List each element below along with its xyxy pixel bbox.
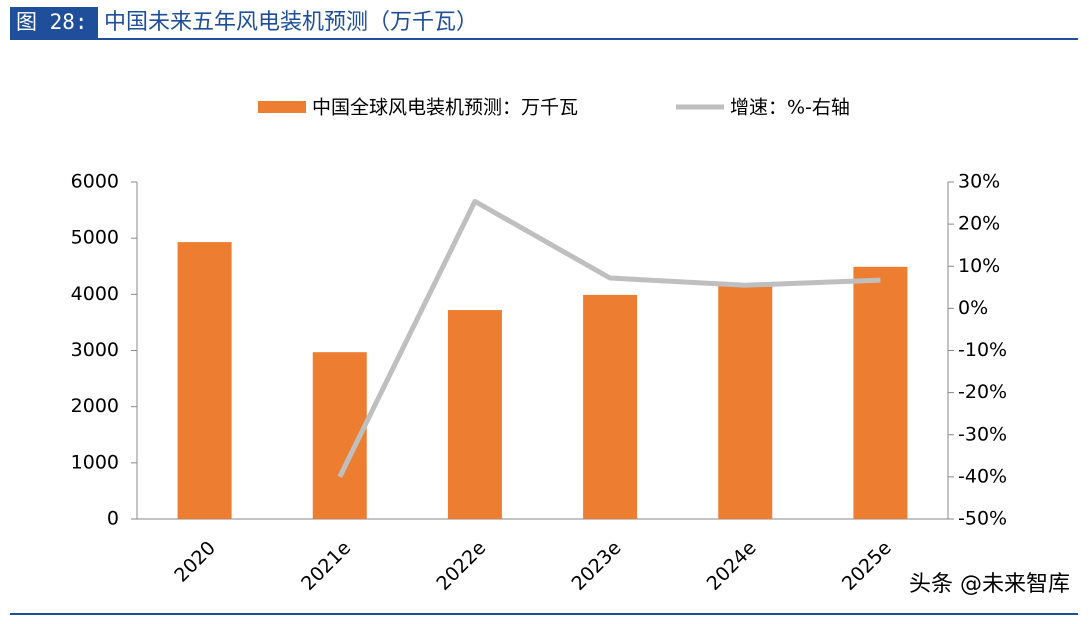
x-tick-label: 2021e xyxy=(297,537,355,595)
y-tick-label: 4000 xyxy=(71,283,119,305)
bar xyxy=(447,310,502,519)
y-tick-label: 6000 xyxy=(71,171,119,193)
y2-tick-label: 0% xyxy=(958,297,988,319)
x-tick-label: 2025e xyxy=(838,537,896,595)
x-tick-label: 2023e xyxy=(567,537,625,595)
line xyxy=(337,198,881,478)
bar xyxy=(718,283,773,519)
y-tick-label: 5000 xyxy=(71,227,119,249)
bar xyxy=(583,294,638,519)
figure-label: 图 28: xyxy=(16,10,88,34)
bar xyxy=(853,266,908,519)
y-tick-label: 2000 xyxy=(71,395,119,417)
watermark: 头条 @未来智库 xyxy=(909,572,1070,597)
y-tick-label: 1000 xyxy=(71,451,119,473)
legend-swatch xyxy=(258,101,306,113)
y2-tick-label: 30% xyxy=(958,171,1000,193)
x-tick-label: 2022e xyxy=(432,537,490,595)
x-tick-label: 2024e xyxy=(703,537,761,595)
y2-tick-label: -40% xyxy=(958,465,1007,487)
header-label-box xyxy=(10,7,98,38)
y-tick-label: 0 xyxy=(107,508,119,530)
y-tick-label: 3000 xyxy=(71,339,119,361)
legend-label: 中国全球风电装机预测：万千瓦 xyxy=(312,97,578,119)
y2-tick-label: -20% xyxy=(958,381,1007,403)
y2-tick-label: 10% xyxy=(958,255,1000,277)
legend-label: 增速：%-右轴 xyxy=(730,97,850,119)
bar xyxy=(177,242,232,519)
y2-tick-label: -30% xyxy=(958,423,1007,445)
figure-title: 中国未来五年风电装机预测（万千瓦） xyxy=(104,10,478,35)
y2-tick-label: -50% xyxy=(958,508,1007,530)
y2-tick-label: 20% xyxy=(958,213,1000,235)
y2-tick-label: -10% xyxy=(958,339,1007,361)
x-tick-label: 2020 xyxy=(170,537,220,587)
